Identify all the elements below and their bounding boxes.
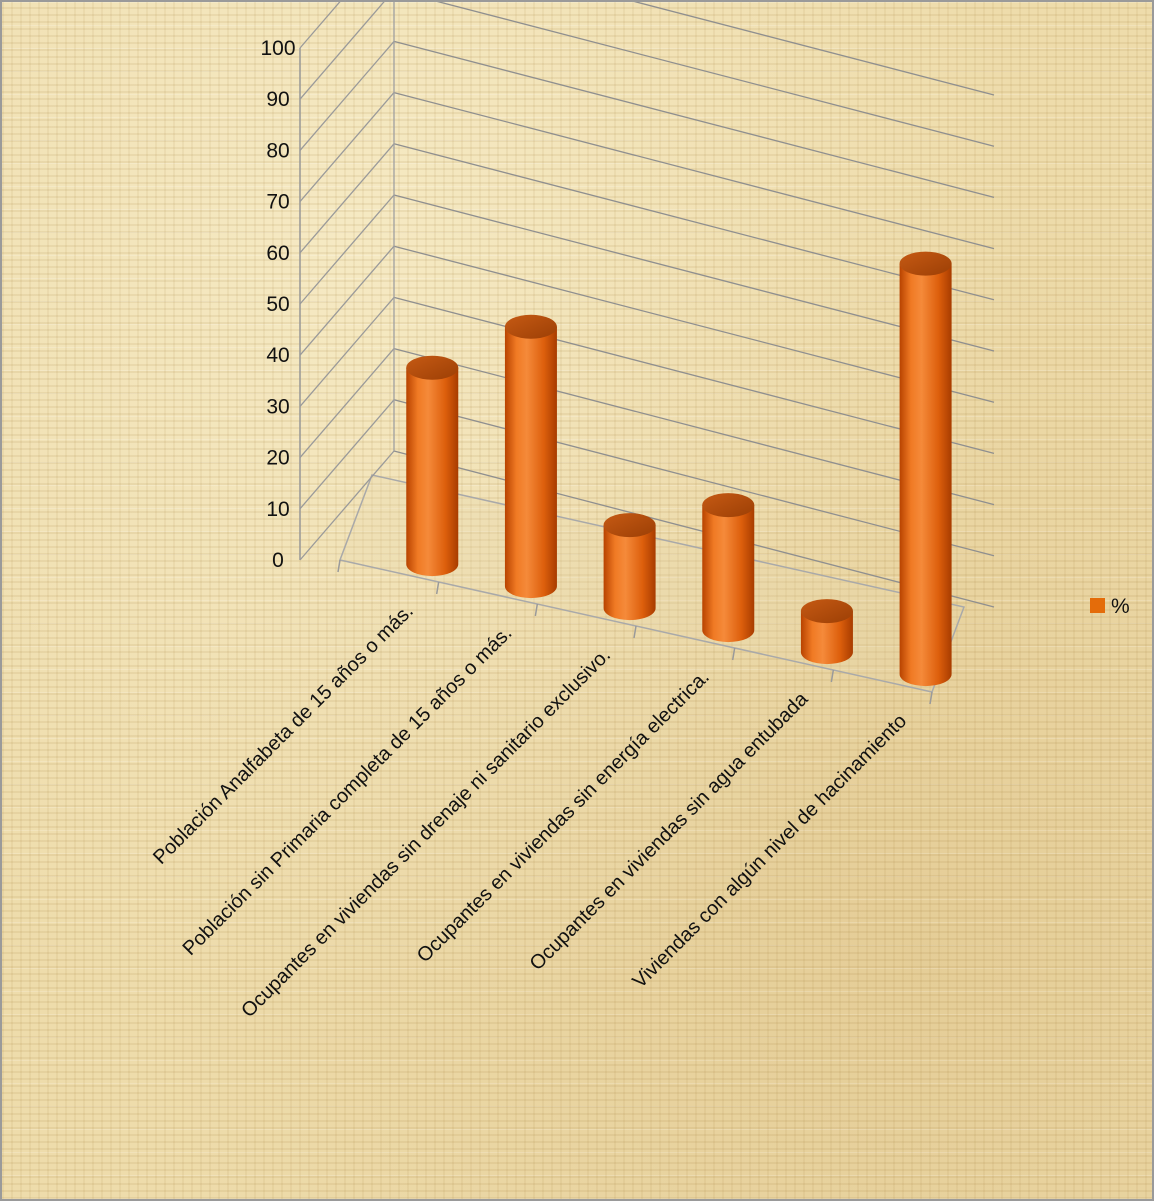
gridline-left-10 [299, 2, 341, 49]
y-tick-label-10: 100 [260, 37, 295, 60]
bar-body-1 [504, 326, 557, 599]
y-tick-label-5: 50 [266, 293, 289, 316]
gridline-left-2 [299, 348, 395, 459]
legend-swatch [1090, 598, 1105, 613]
y-tick-label-1: 10 [266, 498, 289, 521]
x-tick-2 [534, 603, 539, 617]
bar-cylinder-5 [899, 251, 952, 687]
gridline-back-1 [393, 399, 995, 557]
y-tick-label-7: 70 [266, 191, 289, 214]
gridline-back-0 [393, 450, 995, 608]
bar-cylinder-3 [702, 493, 755, 643]
x-tick-4 [731, 647, 736, 661]
bar-top-3 [702, 493, 755, 518]
gridline-back-4 [393, 245, 995, 403]
gridline-back-9 [436, 2, 995, 147]
y-tick-label-2: 20 [266, 447, 289, 470]
gridline-back-6 [393, 143, 995, 301]
gridline-back-10 [633, 2, 995, 96]
bar-top-4 [800, 599, 853, 624]
x-category-label-4: Ocupantes en viviendas sin agua entubada [526, 687, 813, 974]
x-category-label-5: Viviendas con algún nivel de hacinamient… [629, 710, 912, 993]
gridline-back-3 [393, 296, 995, 455]
bar-top-0 [406, 355, 459, 380]
gridline-left-9 [299, 2, 385, 100]
gridline-back-7 [393, 91, 995, 250]
gridline-left-4 [299, 245, 395, 356]
bar-cylinder-2 [603, 513, 656, 621]
legend: % [1090, 595, 1130, 618]
gridline-back-5 [393, 194, 995, 352]
x-category-label-0: Población Analfabeta de 15 años o más. [149, 600, 418, 869]
bar-body-2 [603, 525, 656, 621]
y-tick-label-8: 80 [266, 139, 289, 162]
bar-body-3 [702, 505, 755, 643]
bar-cylinder-0 [406, 355, 459, 577]
x-tick-6 [929, 691, 933, 705]
gridline-back-8 [393, 40, 995, 199]
y-tick-label-6: 60 [266, 242, 289, 265]
gridline-left-3 [299, 296, 395, 407]
gridline-left-5 [299, 194, 395, 305]
bars-layer [406, 251, 952, 687]
gridline-left-8 [299, 40, 395, 151]
gridline-left-6 [299, 143, 395, 254]
gridline-left-1 [299, 399, 395, 510]
gridline-left-7 [299, 92, 395, 203]
y-tick-label-4: 40 [266, 344, 289, 367]
gridline-back-2 [393, 347, 995, 506]
bar-cylinder-4 [800, 599, 853, 665]
bar-top-1 [504, 314, 557, 339]
x-tick-1 [435, 581, 440, 595]
x-tick-0 [337, 559, 341, 573]
bar-body-5 [899, 263, 952, 687]
y-tick-label-9: 90 [266, 88, 289, 111]
legend-label: % [1111, 595, 1130, 618]
bar-body-0 [406, 367, 459, 577]
y-tick-label-3: 30 [266, 395, 289, 418]
x-tick-5 [830, 669, 835, 683]
y-tick-label-0: 0 [272, 549, 284, 572]
gridline-left-0 [299, 450, 395, 561]
bar-cylinder-1 [504, 314, 557, 599]
bar-top-2 [603, 513, 656, 538]
bar-body-4 [800, 611, 853, 665]
x-tick-3 [633, 625, 637, 639]
bar-top-5 [899, 251, 952, 276]
